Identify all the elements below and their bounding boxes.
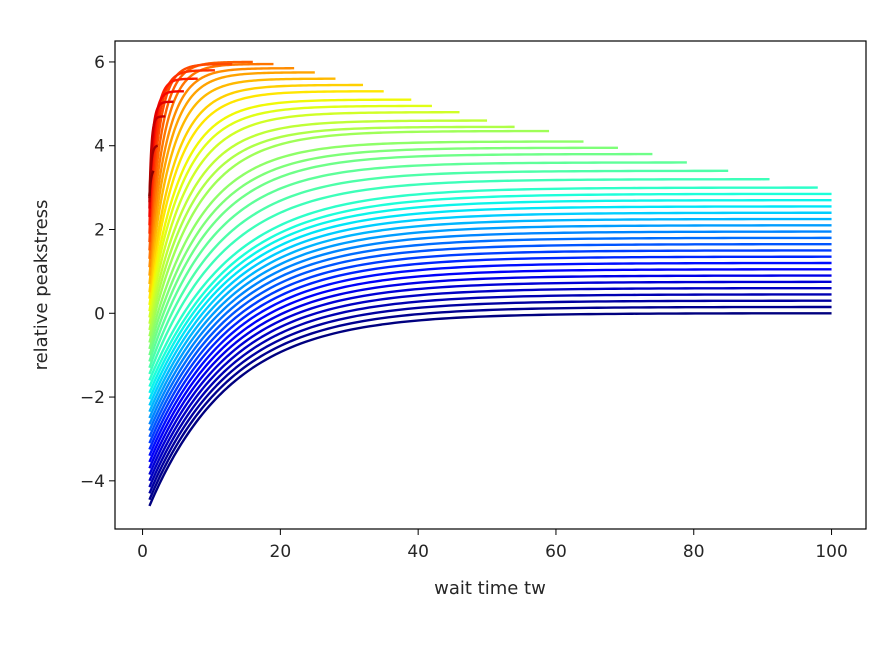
series-line <box>148 255 832 451</box>
series-line <box>148 312 832 507</box>
x-tick-label: 40 <box>407 542 429 562</box>
series-line <box>148 211 832 407</box>
x-axis-ticks: 0 20 40 60 80 100 <box>137 529 848 562</box>
series-line <box>148 90 384 300</box>
series-line <box>148 261 832 457</box>
y-tick-label: 0 <box>94 304 105 324</box>
series-line <box>148 67 295 269</box>
series-line <box>148 224 832 419</box>
y-axis-label: relative peakstress <box>31 200 52 371</box>
series-line <box>148 98 412 306</box>
series-line <box>148 125 515 331</box>
series-line <box>148 205 832 401</box>
series-line <box>148 268 832 463</box>
series-line <box>148 169 729 369</box>
series-line <box>148 274 832 470</box>
y-tick-label: −4 <box>80 472 105 492</box>
series-line <box>148 186 818 382</box>
series-line <box>148 111 460 319</box>
series-line <box>148 62 274 260</box>
series-line <box>148 104 432 313</box>
series-line <box>148 71 315 277</box>
series-line <box>148 140 584 344</box>
series-line <box>148 242 832 438</box>
series-line <box>148 192 832 388</box>
series-line <box>148 129 550 338</box>
y-tick-label: 4 <box>94 137 105 157</box>
series-layer <box>148 60 832 507</box>
series-line <box>148 280 832 476</box>
series-line <box>148 161 687 363</box>
series-line <box>148 198 832 394</box>
y-axis-ticks: −4 −2 0 2 4 6 <box>80 53 115 492</box>
series-line <box>148 286 832 482</box>
series-line <box>148 83 364 294</box>
y-tick-label: 6 <box>94 53 105 73</box>
series-line <box>148 217 832 413</box>
x-axis-label: wait time tw <box>434 578 546 599</box>
x-tick-label: 100 <box>815 542 847 562</box>
series-line <box>148 169 155 198</box>
y-tick-label: −2 <box>80 388 105 408</box>
series-line <box>148 152 653 357</box>
series-line <box>148 77 336 285</box>
series-line <box>148 236 832 432</box>
plot-frame <box>114 40 867 530</box>
x-tick-label: 20 <box>270 542 292 562</box>
series-line <box>148 305 832 501</box>
x-tick-label: 80 <box>683 542 705 562</box>
x-tick-label: 0 <box>137 542 148 562</box>
series-line <box>148 119 488 325</box>
series-line <box>148 249 832 445</box>
y-tick-label: 2 <box>94 220 105 240</box>
series-line <box>148 178 770 375</box>
series-line <box>148 299 832 495</box>
series-line <box>148 293 832 489</box>
series-line <box>148 146 618 350</box>
series-line <box>148 230 832 426</box>
x-tick-label: 60 <box>545 542 567 562</box>
